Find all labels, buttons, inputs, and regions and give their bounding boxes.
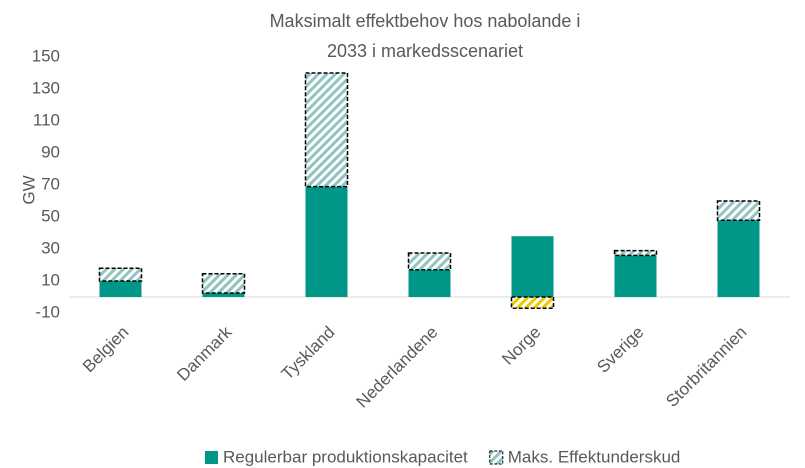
- y-tick-label: 130: [32, 78, 60, 97]
- y-tick-label: 70: [41, 174, 60, 193]
- bar-segment: [304, 72, 349, 188]
- x-tick-label: Danmark: [173, 322, 236, 385]
- y-tick-label: 50: [41, 206, 60, 225]
- legend-swatch: [205, 451, 218, 464]
- bar-segment: [511, 236, 554, 297]
- bar-segment: [510, 296, 555, 309]
- bar-segment: [408, 269, 451, 297]
- bar-segment: [717, 220, 760, 297]
- chart-title: Maksimalt effektbehov hos nabolande i 20…: [269, 11, 581, 61]
- bar-segment: [202, 293, 245, 297]
- x-tick-label: Nederlandene: [353, 323, 442, 412]
- y-tick-label: 150: [32, 46, 60, 65]
- x-tick-label: Belgien: [79, 323, 133, 377]
- bar-segment: [614, 255, 657, 297]
- y-tick-label: 110: [33, 110, 60, 129]
- bar-segment: [407, 252, 452, 271]
- x-tick-label: Norge: [498, 323, 544, 369]
- bar-segment: [716, 200, 761, 221]
- legend-label: Maks. Effektunderskud: [508, 447, 681, 466]
- bar-segment: [99, 281, 142, 297]
- bar-segment: [305, 186, 348, 297]
- legend-label: Regulerbar produktionskapacitet: [223, 447, 468, 466]
- x-tick-label: Storbritannien: [662, 323, 750, 411]
- bar-segment: [201, 273, 246, 294]
- x-tick-label: Sverige: [593, 323, 647, 377]
- x-tick-label: Tyskland: [278, 323, 339, 384]
- y-axis-label: GW: [19, 175, 38, 204]
- y-tick-label: 10: [41, 270, 60, 289]
- y-tick-label: -10: [35, 302, 60, 321]
- bar-segment: [98, 267, 143, 282]
- y-tick-label: 90: [41, 142, 60, 161]
- y-tick-label: 30: [41, 238, 60, 257]
- legend-swatch: [489, 450, 504, 465]
- bar-segment: [613, 249, 658, 257]
